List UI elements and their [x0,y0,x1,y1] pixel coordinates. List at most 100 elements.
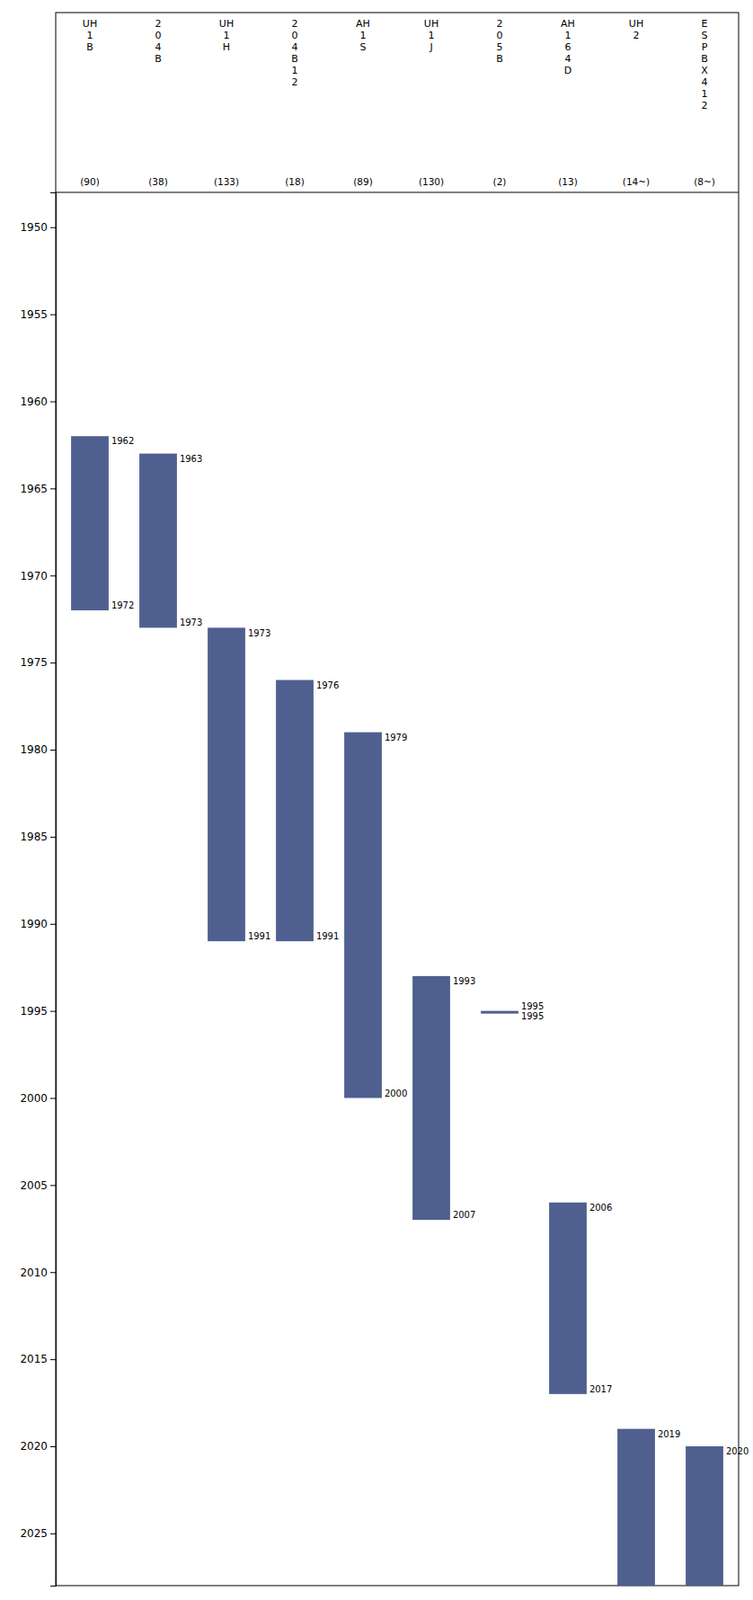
y-tick-mark [50,836,56,838]
header: UH1B (90) 204B (38) UH1H (133) 204B12 (18) AH1S (… [79,17,716,187]
category-label: 205B [496,17,504,65]
y-tick: 1960 [19,395,56,408]
start-label: 2019 [657,1428,681,1439]
end-label: 1991 [316,930,339,941]
y-tick-label: 2025 [19,1526,48,1540]
y-tick: 1970 [19,569,56,583]
bars [70,435,724,1586]
y-tick: 2010 [19,1266,56,1279]
category-label: 204B12 [291,17,299,89]
y-tick-mark [50,1098,56,1099]
end-label: 1973 [179,617,203,628]
y-tick-label: 1990 [19,917,48,931]
category-label: UH2 [628,17,644,42]
y-tick-mark [50,1271,56,1273]
start-label: 1973 [248,628,271,638]
y-tick-mark [50,1445,56,1447]
bar [480,1010,519,1014]
y-tick: 2000 [19,1091,56,1105]
end-label: 2000 [384,1088,408,1099]
y-tick-label: 1965 [19,482,48,496]
start-label: 1963 [179,453,203,464]
y-tick-label: 2015 [19,1352,48,1365]
y-tick-mark [50,749,56,751]
y-tick: 1950 [19,221,56,234]
y-tick: 1975 [19,655,56,669]
y-tick-label: 1975 [19,655,48,669]
y-tick: 1965 [19,482,56,496]
category-label: AH1S [355,17,371,54]
bar [207,627,246,941]
y-tick-mark [50,487,56,489]
count-label: (90) [79,176,100,187]
y-tick: 1955 [19,308,56,321]
y-axis: 1950 1955 1960 1965 1970 1975 1980 1985 1990 1995… [19,193,56,1586]
bar [275,680,314,942]
y-tick-mark [50,923,56,925]
count-label: (8~) [693,176,716,187]
count-label: (13) [558,176,578,187]
y-tick-mark [50,1358,56,1360]
y-tick-label: 2005 [19,1178,48,1192]
bar [70,435,109,611]
bar [344,732,382,1099]
frame-box [55,12,739,1586]
start-label: 1993 [452,975,476,986]
bar [549,1202,587,1394]
bar [617,1428,656,1586]
y-tick-label: 1980 [19,743,48,756]
y-tick-mark [50,575,56,576]
end-label: 1991 [248,930,271,941]
count-label: (18) [284,176,305,187]
count-label: (89) [353,176,373,187]
y-tick: 2015 [19,1352,56,1365]
count-label: (14~) [622,176,650,187]
y-tick-label: 1950 [19,221,48,234]
y-tick-label: 2020 [19,1439,48,1453]
y-tick-mark [50,227,56,229]
y-tick-label: 1995 [19,1004,48,1018]
y-tick-label: 1985 [19,830,48,843]
bar [139,453,178,629]
category-label: AH164D [560,17,576,77]
frame [55,12,739,1586]
start-label: 2020 [726,1445,749,1456]
y-tick: 1980 [19,743,56,756]
y-tick-label: 1970 [19,569,48,583]
y-tick-label: 1960 [19,395,48,408]
end-label: 2007 [452,1209,476,1220]
y-tick-label: 2010 [19,1266,48,1279]
header-divider [55,192,739,194]
count-label: (38) [148,176,169,187]
y-tick-mark [50,662,56,664]
category-label: UH1H [219,17,234,54]
y-tick-label: 1955 [19,308,48,321]
y-tick: 1995 [19,1004,56,1018]
start-label: 1979 [384,732,408,743]
count-label: (133) [213,176,240,187]
count-label: (130) [418,176,444,187]
category-label: ESPBX412 [700,17,709,112]
y-tick-mark [50,1532,56,1534]
data-labels: 1962 1972 1963 1973 1973 1991 1976 1991 1979 2000… [111,435,749,1456]
y-tick-label: 2000 [19,1091,48,1105]
category-label: UH1B [82,17,98,54]
y-tick: 1990 [19,917,56,931]
start-label: 2006 [589,1202,612,1213]
y-tick: 2025 [19,1526,56,1540]
y-tick-mark [50,1184,56,1186]
start-label: 1995 [521,1010,544,1021]
y-tick: 2005 [19,1178,56,1192]
start-label: 1962 [111,435,134,446]
start-label: 1976 [316,680,339,691]
bar [685,1445,724,1586]
count-label: (2) [493,176,507,187]
chart: 1950 1955 1960 1965 1970 1975 1980 1985 1990 1995… [0,0,753,1600]
category-label: 204B [154,17,162,65]
y-tick: 2020 [19,1439,56,1453]
y-tick: 1985 [19,830,56,843]
category-label: UH1J [424,17,439,54]
end-label: 1972 [111,600,134,611]
y-tick-mark [50,401,56,403]
end-label: 1995 [521,1001,544,1011]
